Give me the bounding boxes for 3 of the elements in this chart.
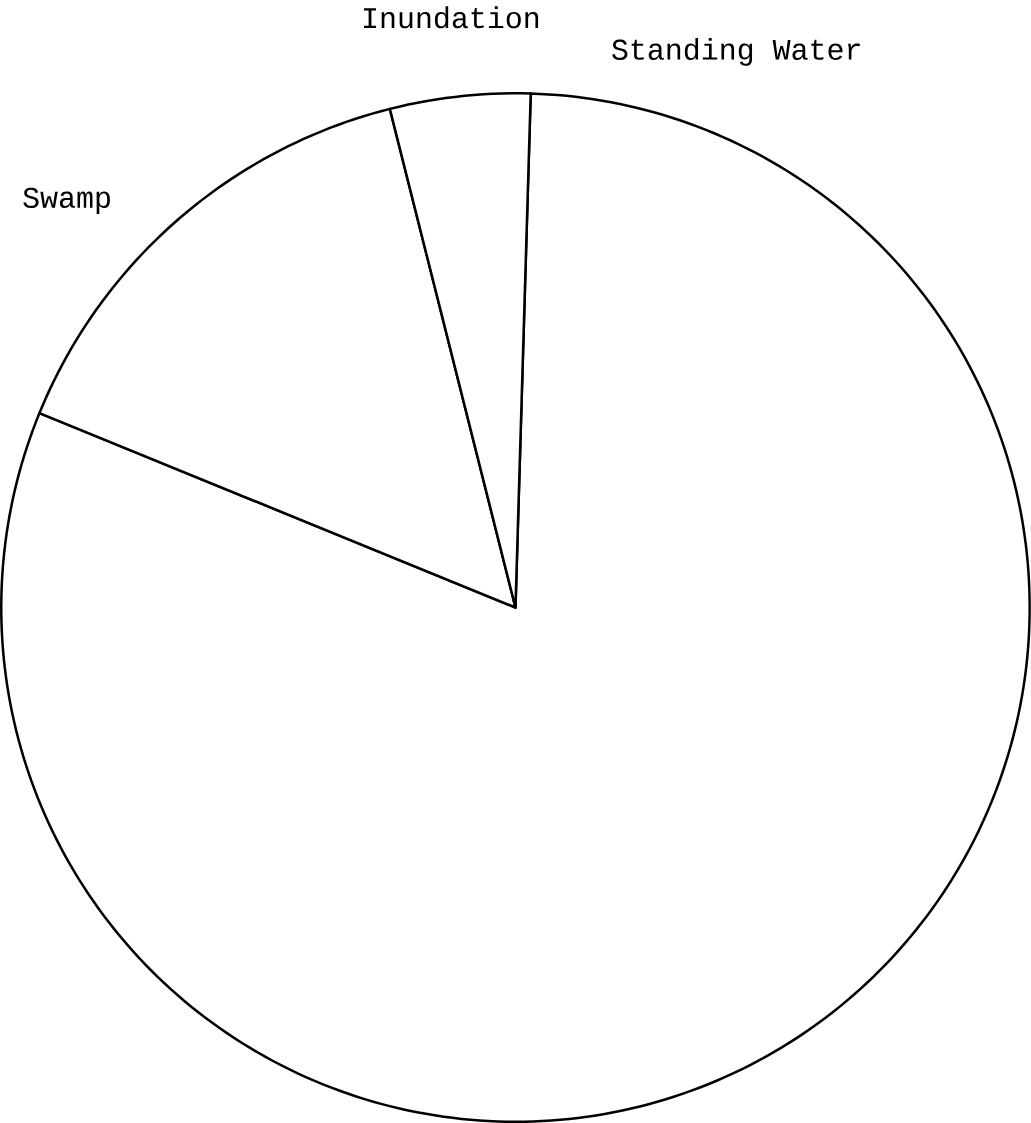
slice-label: Inundation — [364, 6, 539, 29]
slice-label: Standing Water — [612, 37, 860, 66]
slice-label: Swamp — [23, 187, 110, 214]
